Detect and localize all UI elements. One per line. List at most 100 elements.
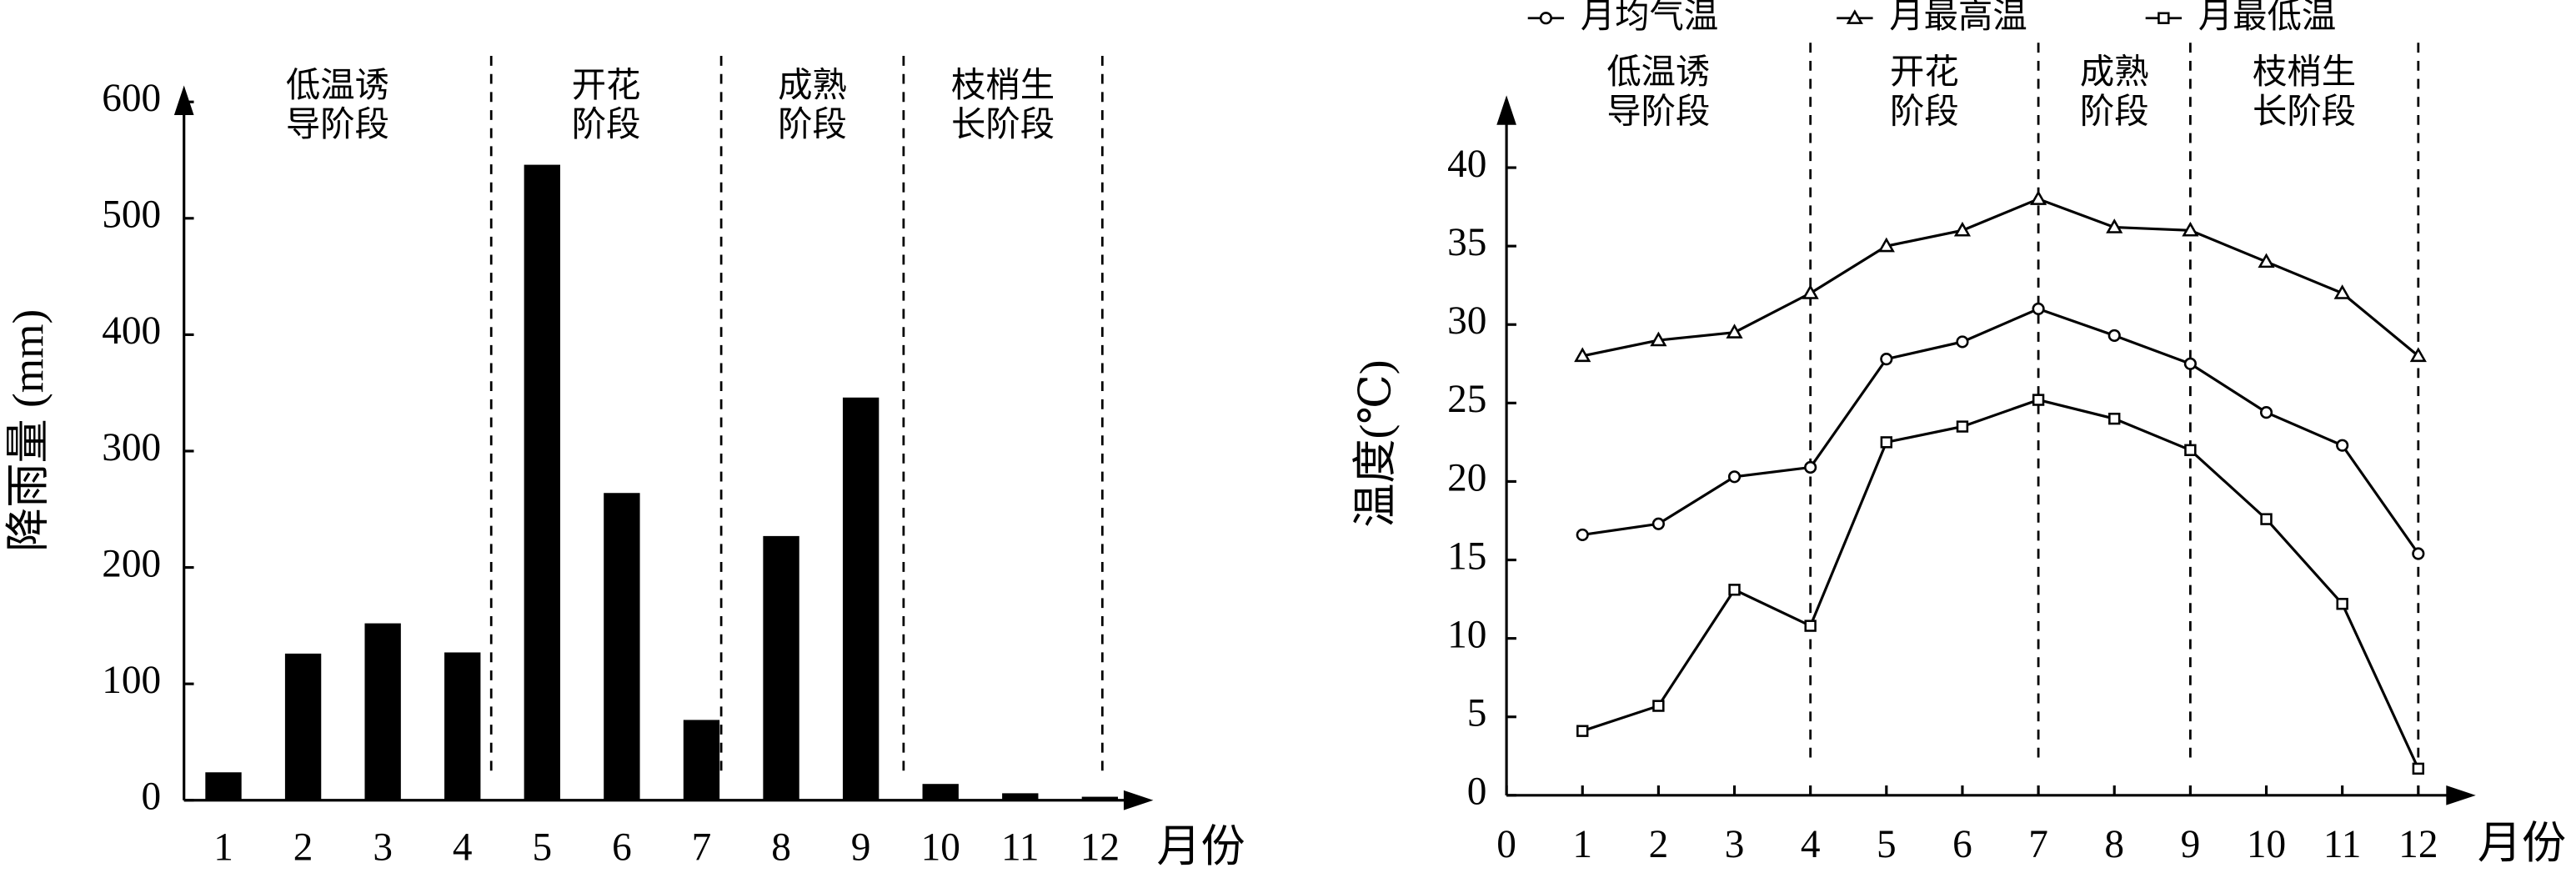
x-tick-label: 2 — [293, 826, 313, 870]
legend-label: 月均气温 — [1581, 0, 1719, 35]
x-tick-label: 1 — [1572, 823, 1592, 866]
x-tick-label: 3 — [1725, 823, 1745, 866]
y-tick-label: 15 — [1447, 534, 1486, 578]
axis-arrow — [173, 85, 194, 115]
y-tick-label: 30 — [1447, 299, 1486, 343]
data-point — [1576, 725, 1589, 737]
y-tick-label: 300 — [102, 426, 161, 469]
x-tick-label: 11 — [1001, 826, 1040, 870]
bar — [284, 653, 322, 800]
data-point — [2108, 412, 2121, 425]
data-point — [1650, 331, 1667, 347]
y-tick-label: 200 — [102, 542, 161, 585]
data-point — [1956, 335, 1969, 349]
data-point — [2184, 444, 2197, 456]
bar — [1002, 793, 1039, 800]
x-tick-label: 7 — [2028, 823, 2048, 866]
x-tick-label: 3 — [373, 826, 393, 870]
data-point — [1726, 324, 1743, 339]
x-tick-label: 8 — [771, 826, 791, 870]
x-tick-label: 4 — [453, 826, 473, 870]
bar — [524, 164, 560, 800]
stage-label: 导阶段 — [1606, 92, 1710, 130]
x-tick-label: 10 — [2247, 823, 2286, 866]
x-tick-label: 7 — [692, 826, 712, 870]
stage-label: 阶段 — [572, 105, 641, 143]
series-line — [1582, 307, 2420, 554]
data-point — [1651, 517, 1665, 530]
data-point — [1576, 528, 1589, 542]
legend-marker — [1539, 12, 1552, 25]
y-tick-label: 0 — [141, 775, 161, 819]
y-tick-label: 35 — [1447, 221, 1486, 264]
bar — [1081, 796, 1119, 800]
y-tick-label: 40 — [1447, 143, 1486, 186]
series-line — [1581, 197, 2419, 358]
data-point — [1802, 284, 1819, 299]
bar — [205, 772, 242, 800]
stage-label: 开花 — [1890, 53, 1959, 91]
stage-label: 低温诱 — [1606, 53, 1710, 91]
data-point — [2409, 347, 2427, 363]
data-point — [2412, 547, 2425, 560]
y-tick-label: 25 — [1447, 378, 1486, 421]
x-axis-label: 月份 — [1156, 822, 1245, 871]
data-point — [2182, 221, 2199, 237]
axis-arrow — [1123, 790, 1154, 810]
data-point — [2030, 190, 2047, 205]
bar — [444, 652, 481, 800]
y-axis-label: 降雨量 (mm) — [4, 309, 53, 552]
y-tick-label: 20 — [1447, 456, 1486, 499]
x-axis-label: 月份 — [2478, 819, 2566, 868]
data-point — [1804, 620, 1817, 632]
stage-label: 开花 — [572, 66, 641, 104]
stage-label: 枝梢生 — [2253, 53, 2356, 91]
y-tick-label: 400 — [102, 309, 161, 353]
y-tick-label: 100 — [102, 659, 161, 702]
y-tick-label: 0 — [1467, 770, 1487, 814]
x-tick-label: 0 — [1496, 823, 1516, 866]
x-tick-label: 1 — [213, 826, 233, 870]
x-tick-label: 9 — [2181, 823, 2201, 866]
bar — [364, 623, 401, 800]
stage-label: 低温诱 — [286, 66, 389, 104]
x-tick-label: 8 — [2104, 823, 2124, 866]
bar — [763, 535, 799, 800]
x-tick-label: 11 — [2323, 823, 2362, 866]
legend-marker — [2158, 12, 2170, 24]
bar — [683, 720, 720, 800]
stage-label: 长阶段 — [951, 105, 1055, 143]
stage-label: 成熟 — [2080, 53, 2149, 91]
data-point — [2032, 394, 2045, 406]
y-tick-label: 5 — [1467, 692, 1487, 735]
data-point — [1652, 700, 1665, 712]
y-axis-label: 温度(℃) — [1351, 359, 1401, 527]
data-point — [2333, 284, 2351, 299]
x-tick-label: 5 — [532, 826, 552, 870]
x-tick-label: 9 — [851, 826, 871, 870]
data-point — [2412, 762, 2425, 775]
data-point — [2259, 406, 2273, 419]
x-tick-label: 12 — [2398, 823, 2438, 866]
x-tick-label: 12 — [1080, 826, 1120, 870]
data-point — [1953, 221, 1972, 237]
data-point — [1956, 420, 1969, 433]
stage-label: 阶段 — [2080, 92, 2149, 130]
bar — [922, 784, 959, 800]
x-tick-label: 2 — [1649, 823, 1669, 866]
data-point — [2032, 302, 2045, 316]
x-tick-label: 5 — [1877, 823, 1897, 866]
stage-label: 阶段 — [778, 105, 847, 143]
data-point — [1877, 237, 1895, 253]
data-point — [2183, 357, 2197, 370]
data-point — [2106, 218, 2123, 233]
data-point — [2258, 253, 2275, 268]
data-point — [1574, 347, 1591, 363]
x-tick-label: 10 — [921, 826, 960, 870]
stage-label: 长阶段 — [2253, 92, 2356, 130]
bar — [842, 397, 880, 800]
data-point — [1804, 460, 1817, 474]
x-tick-label: 6 — [1952, 823, 1972, 866]
stage-label: 枝梢生 — [951, 66, 1055, 104]
